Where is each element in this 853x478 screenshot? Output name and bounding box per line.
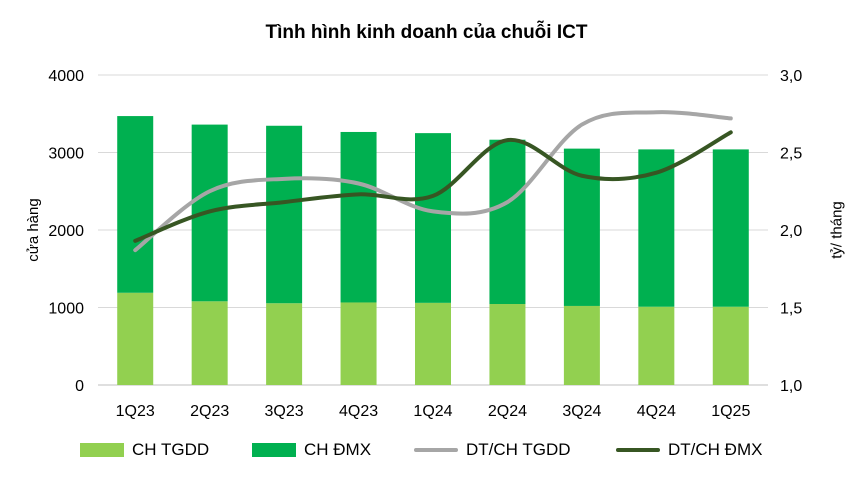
bar-ch-tgdd [563,305,600,385]
bar-ch-dmx [266,125,303,304]
bar-ch-tgdd [712,306,749,385]
y2-tick-label: 2,0 [780,223,802,240]
legend-label: DT/CH ĐMX [668,440,763,459]
legend-label: CH TGDD [132,440,210,459]
legend-swatch [252,443,296,457]
x-tick-label: 1Q23 [116,403,155,420]
bar-ch-tgdd [117,292,154,385]
x-tick-label: 3Q24 [562,403,601,420]
x-tick-label: 1Q24 [413,403,452,420]
y-tick-label: 2000 [48,223,84,240]
x-tick-label: 1Q25 [711,403,750,420]
x-tick-label: 2Q23 [190,403,229,420]
y2-tick-label: 1,5 [780,301,802,318]
legend-item-dt-ch-tgdd: DT/CH TGDD [414,440,571,460]
bar-ch-tgdd [489,304,526,385]
line-dt-ch-tgdd [133,110,733,253]
bar-ch-tgdd [340,302,377,385]
bar-ch-dmx [712,149,749,307]
legend-label: CH ĐMX [304,440,372,459]
bar-ch-dmx [415,133,451,303]
y2-tick-label: 1,0 [780,378,802,395]
legend: CH TGDD CH ĐMX DT/CH TGDD DT/CH ĐMX [0,440,853,464]
legend-swatch [616,448,660,452]
legend-swatch [414,448,458,452]
y2-tick-label: 2,5 [780,146,802,163]
legend-item-dt-ch-dmx: DT/CH ĐMX [616,440,762,460]
legend-swatch [80,443,124,457]
bar-ch-tgdd [191,301,228,385]
bar-ch-tgdd [266,303,303,385]
legend-item-ch-tgdd: CH TGDD [80,440,209,460]
y-tick-label: 4000 [48,68,84,85]
legend-item-ch-dmx: CH ĐMX [252,440,371,460]
y-tick-label: 1000 [48,301,84,318]
bar-ch-dmx [117,116,154,293]
x-tick-label: 3Q23 [265,403,304,420]
x-tick-label: 2Q24 [488,403,527,420]
bar-ch-tgdd [638,306,675,385]
bar-ch-dmx [340,131,377,303]
y-tick-label: 3000 [48,146,84,163]
y2-tick-label: 3,0 [780,68,802,85]
y-tick-label: 0 [75,378,84,395]
line-dt-ch-dmx [133,130,733,243]
chart-title: Tình hình kinh doanh của chuỗi ICT [265,22,588,43]
x-tick-label: 4Q24 [637,403,676,420]
legend-label: DT/CH TGDD [466,440,571,459]
bar-ch-dmx [489,139,526,305]
bar-ch-tgdd [415,302,451,385]
x-tick-label: 4Q23 [339,403,378,420]
